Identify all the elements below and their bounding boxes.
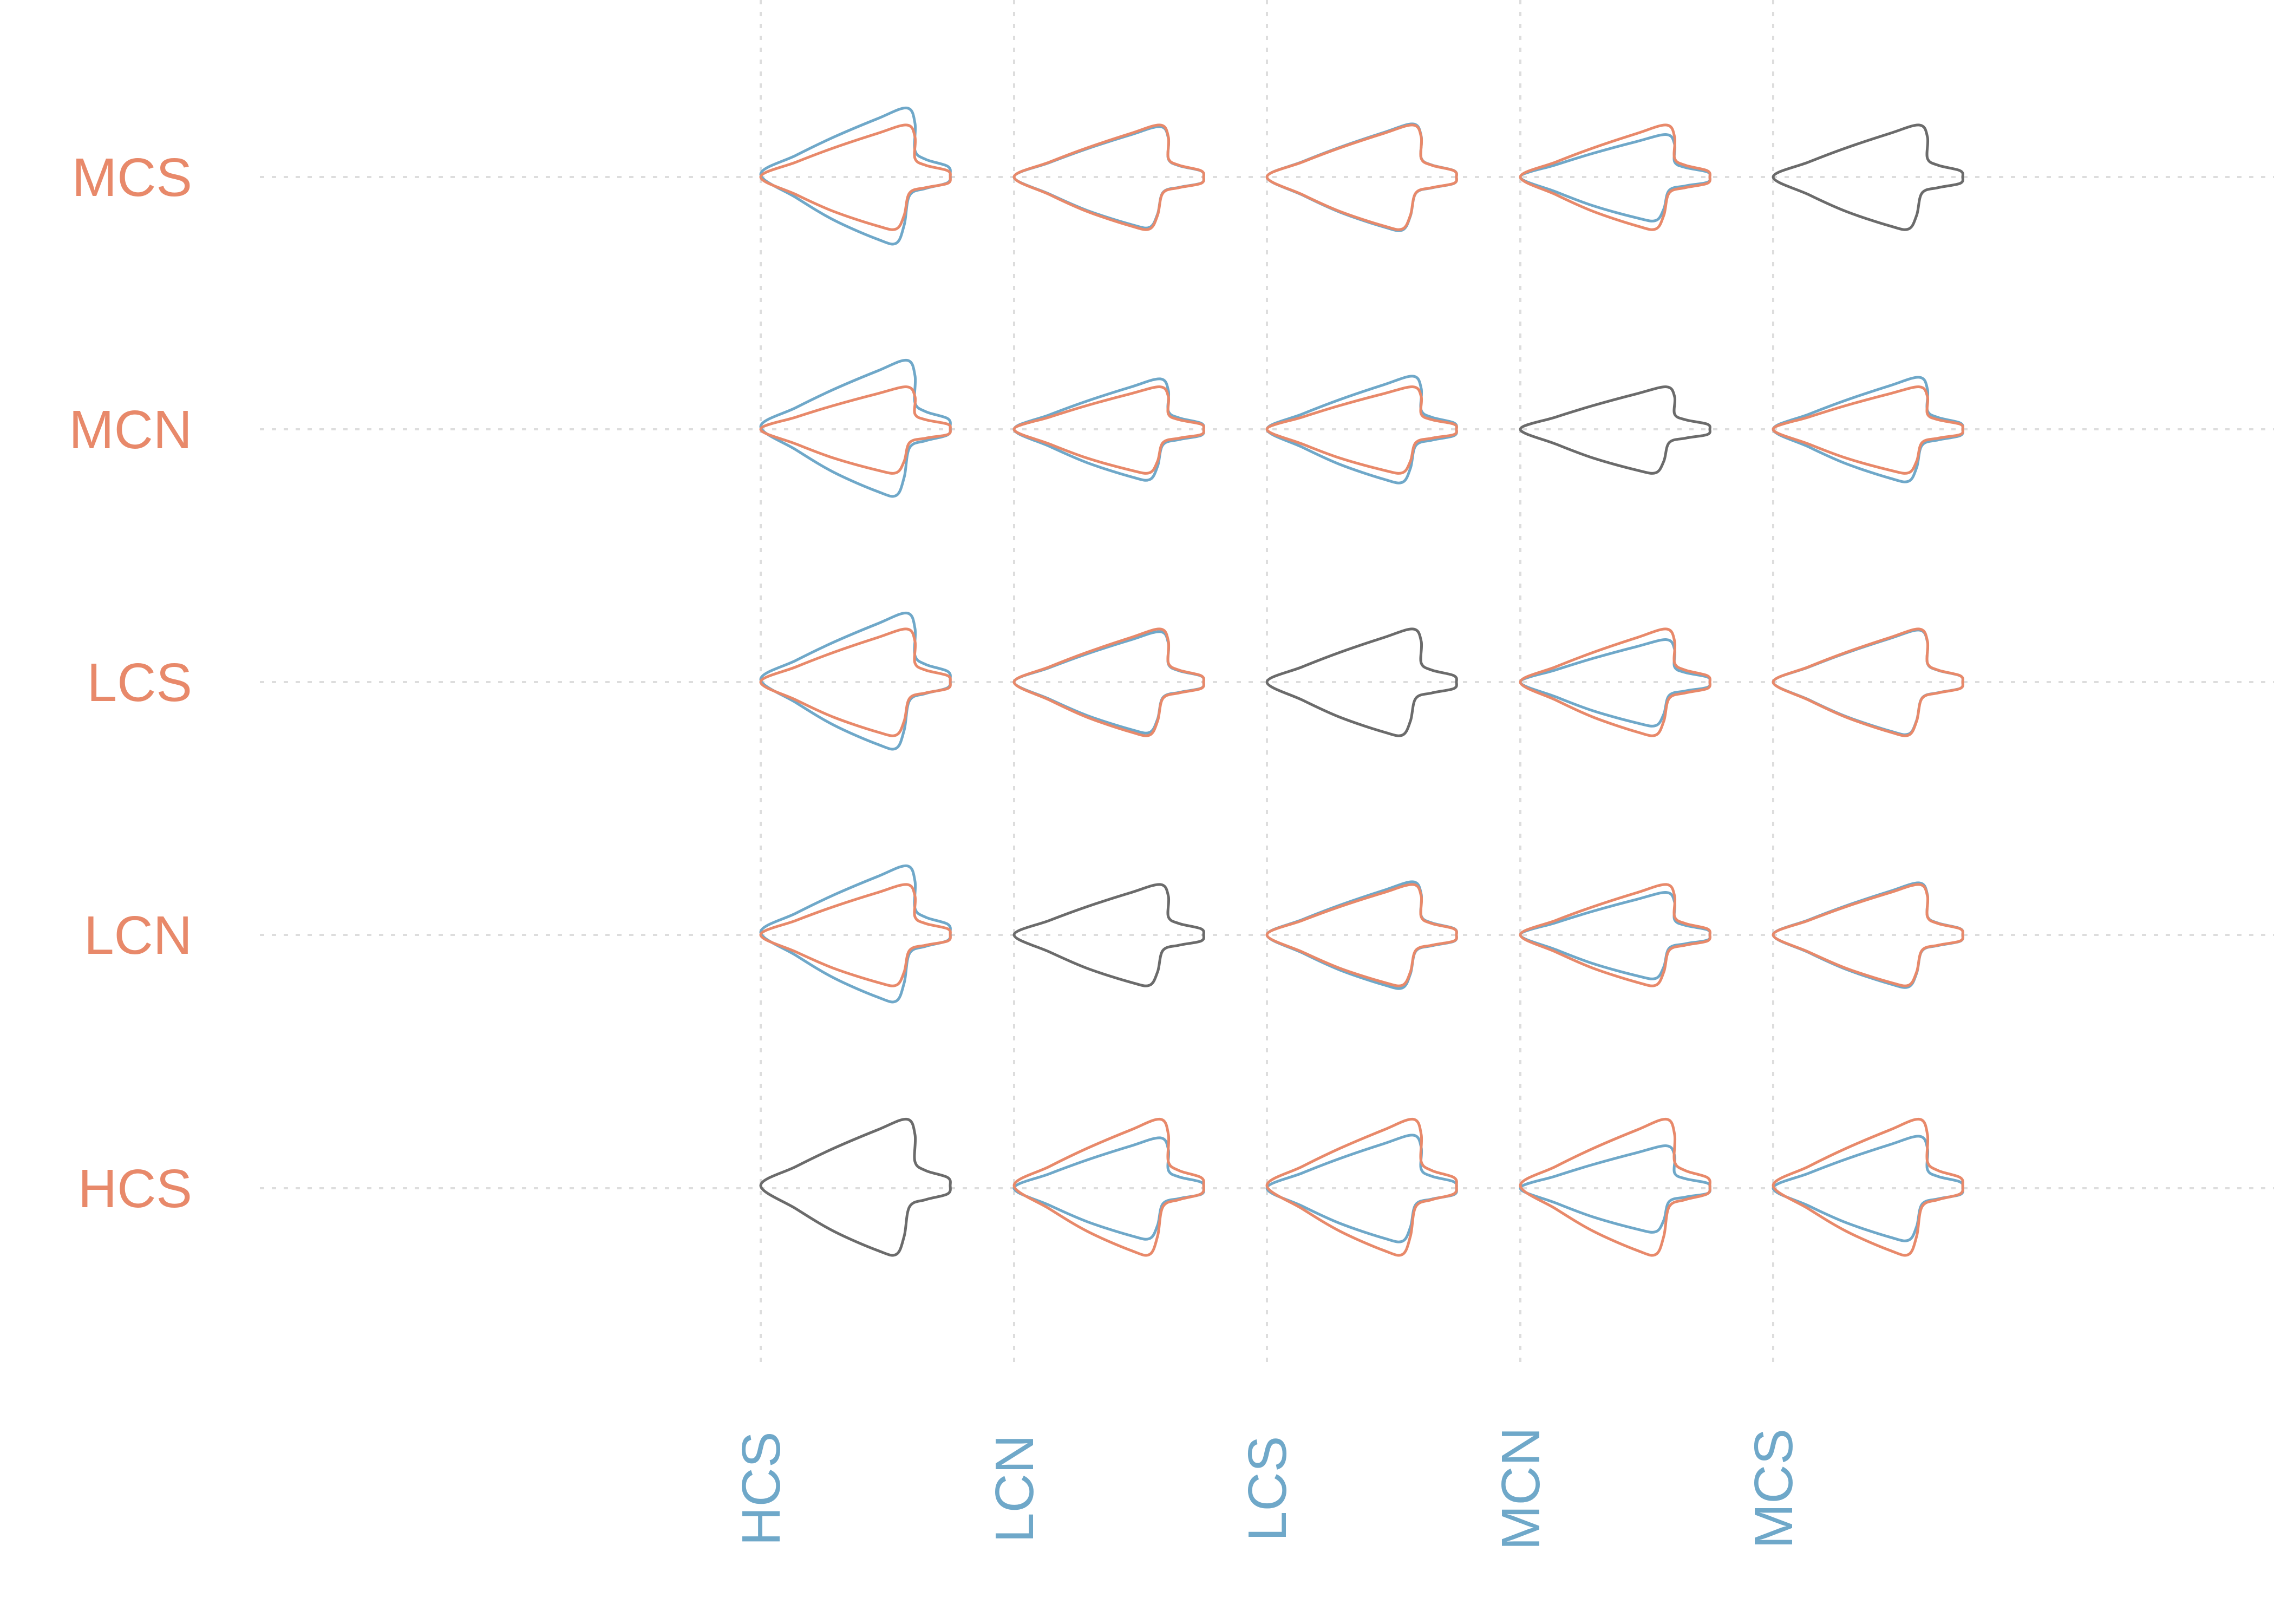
outline-diagonal xyxy=(1265,627,1458,737)
row-labels: MCS MCN LCS LCN HCS xyxy=(69,147,192,1219)
cell-lcn-vs-mcn xyxy=(1519,883,1711,987)
cell-mcs-vs-lcn xyxy=(1012,123,1205,231)
cell-hcs-vs-mcn xyxy=(1519,1117,1711,1257)
outline-row xyxy=(1265,883,1458,987)
outline-row xyxy=(1265,1117,1458,1257)
cell-mcs-vs-lcs xyxy=(1265,122,1458,232)
outline-row xyxy=(1772,627,1964,737)
column-label: HCS xyxy=(731,1431,792,1546)
outline-row xyxy=(1012,385,1205,475)
cell-lcn-vs-mcs xyxy=(1772,881,1964,989)
outline-row xyxy=(1012,123,1205,231)
outline-row xyxy=(1519,883,1711,987)
column-label: MCN xyxy=(1491,1427,1551,1550)
cell-lcs-vs-lcs xyxy=(1265,627,1458,737)
cell-lcs-vs-mcs xyxy=(1772,627,1964,737)
row-label: LCN xyxy=(84,905,192,966)
cell-lcs-vs-mcn xyxy=(1519,627,1711,737)
outline-row xyxy=(1772,385,1964,475)
outline-row xyxy=(1012,627,1205,737)
cell-hcs-vs-mcs xyxy=(1772,1117,1964,1257)
row-label: HCS xyxy=(78,1158,192,1219)
row-label: MCN xyxy=(69,400,192,460)
outline-row xyxy=(1772,1117,1964,1257)
cell-hcs-vs-hcs xyxy=(759,1117,952,1257)
cell-lcn-vs-hcs xyxy=(759,864,952,1004)
column-label: LCS xyxy=(1237,1436,1298,1542)
outline-diagonal xyxy=(1519,385,1711,475)
outline-row xyxy=(1265,385,1458,475)
column-label: MCS xyxy=(1743,1429,1804,1549)
outline-row xyxy=(1012,1117,1205,1257)
outline-diagonal xyxy=(1772,123,1964,231)
outline-row xyxy=(1772,883,1964,987)
outline-row xyxy=(759,883,952,987)
outline-row xyxy=(1519,627,1711,737)
column-labels: HCS LCN LCS MCN MCS xyxy=(731,1427,1804,1550)
outline-diagonal xyxy=(1012,883,1205,987)
cell-mcn-vs-lcs xyxy=(1265,375,1458,484)
outline-row xyxy=(1519,1117,1711,1257)
row-label: LCS xyxy=(87,652,192,713)
outline-row xyxy=(1265,123,1458,231)
cell-mcs-vs-mcs xyxy=(1772,123,1964,231)
outline-row xyxy=(759,385,952,475)
outline-row xyxy=(759,627,952,737)
cell-hcs-vs-lcn xyxy=(1012,1117,1205,1257)
outline-row xyxy=(759,123,952,231)
outline-diagonal xyxy=(759,1117,952,1257)
cell-lcn-vs-lcs xyxy=(1265,880,1458,990)
cell-lcs-vs-hcs xyxy=(759,611,952,751)
cell-mcn-vs-mcs xyxy=(1772,376,1964,483)
cell-mcn-vs-lcn xyxy=(1012,377,1205,482)
outline-row xyxy=(1519,123,1711,231)
cell-mcn-vs-mcn xyxy=(1519,385,1711,475)
cell-lcs-vs-lcn xyxy=(1012,627,1205,737)
cell-mcs-vs-mcn xyxy=(1519,123,1711,231)
cell-mcs-vs-hcs xyxy=(759,106,952,246)
row-label: MCS xyxy=(72,147,192,208)
cell-mcn-vs-hcs xyxy=(759,358,952,498)
cell-lcn-vs-lcn xyxy=(1012,883,1205,987)
cell-hcs-vs-lcs xyxy=(1265,1117,1458,1257)
column-label: LCN xyxy=(984,1435,1045,1543)
outline-cells xyxy=(759,106,1964,1257)
